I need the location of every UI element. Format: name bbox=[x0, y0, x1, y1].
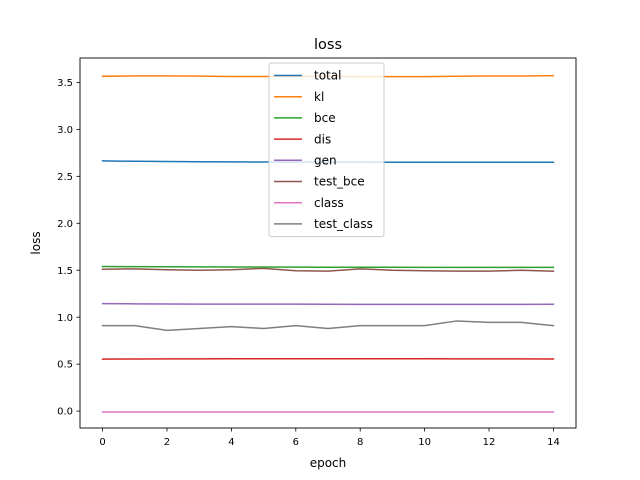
y-axis-label: loss bbox=[29, 231, 43, 254]
y-tick-label: 3.0 bbox=[57, 125, 73, 136]
series-line-test_class bbox=[101, 320, 555, 332]
series-line-test_bce bbox=[101, 267, 555, 272]
legend-label-kl: kl bbox=[314, 90, 324, 104]
x-tick-label: 2 bbox=[164, 437, 170, 448]
legend-label-dis: dis bbox=[314, 132, 331, 146]
y-tick-label: 1.5 bbox=[57, 266, 73, 277]
x-tick-label: 0 bbox=[99, 437, 105, 448]
x-tick-label: 6 bbox=[293, 437, 299, 448]
y-tick-label: 0.0 bbox=[57, 407, 73, 418]
x-tick-label: 14 bbox=[547, 437, 560, 448]
plot-lines bbox=[101, 74, 555, 413]
x-tick-label: 4 bbox=[228, 437, 234, 448]
axes-frame bbox=[79, 57, 577, 429]
series-line-bce bbox=[101, 265, 555, 269]
x-tick-label: 12 bbox=[483, 437, 496, 448]
series-line-gen bbox=[101, 302, 555, 306]
legend-label-bce: bce bbox=[314, 111, 336, 125]
x-tick-label: 10 bbox=[418, 437, 431, 448]
x-tick-label: 8 bbox=[357, 437, 363, 448]
y-tick-label: 0.5 bbox=[57, 360, 73, 371]
y-tick-label: 2.5 bbox=[57, 172, 73, 183]
x-axis: 0 2 4 6 8 10 12 14 bbox=[99, 428, 560, 448]
legend-label-total: total bbox=[314, 69, 341, 83]
legend-label-gen: gen bbox=[314, 154, 337, 168]
legend-box bbox=[268, 62, 385, 238]
y-tick-label: 2.0 bbox=[57, 219, 73, 230]
legend-label-test_bce: test_bce bbox=[314, 175, 365, 189]
chart-title: loss bbox=[314, 37, 342, 53]
legend-label-test_class: test_class bbox=[314, 217, 373, 231]
legend-label-class: class bbox=[314, 196, 344, 210]
y-axis: 0.0 0.5 1.0 1.5 2.0 2.5 3.0 3.5 bbox=[57, 78, 80, 418]
y-tick-label: 1.0 bbox=[57, 313, 73, 324]
x-axis-label: epoch bbox=[310, 456, 347, 470]
y-tick-label: 3.5 bbox=[57, 78, 73, 89]
